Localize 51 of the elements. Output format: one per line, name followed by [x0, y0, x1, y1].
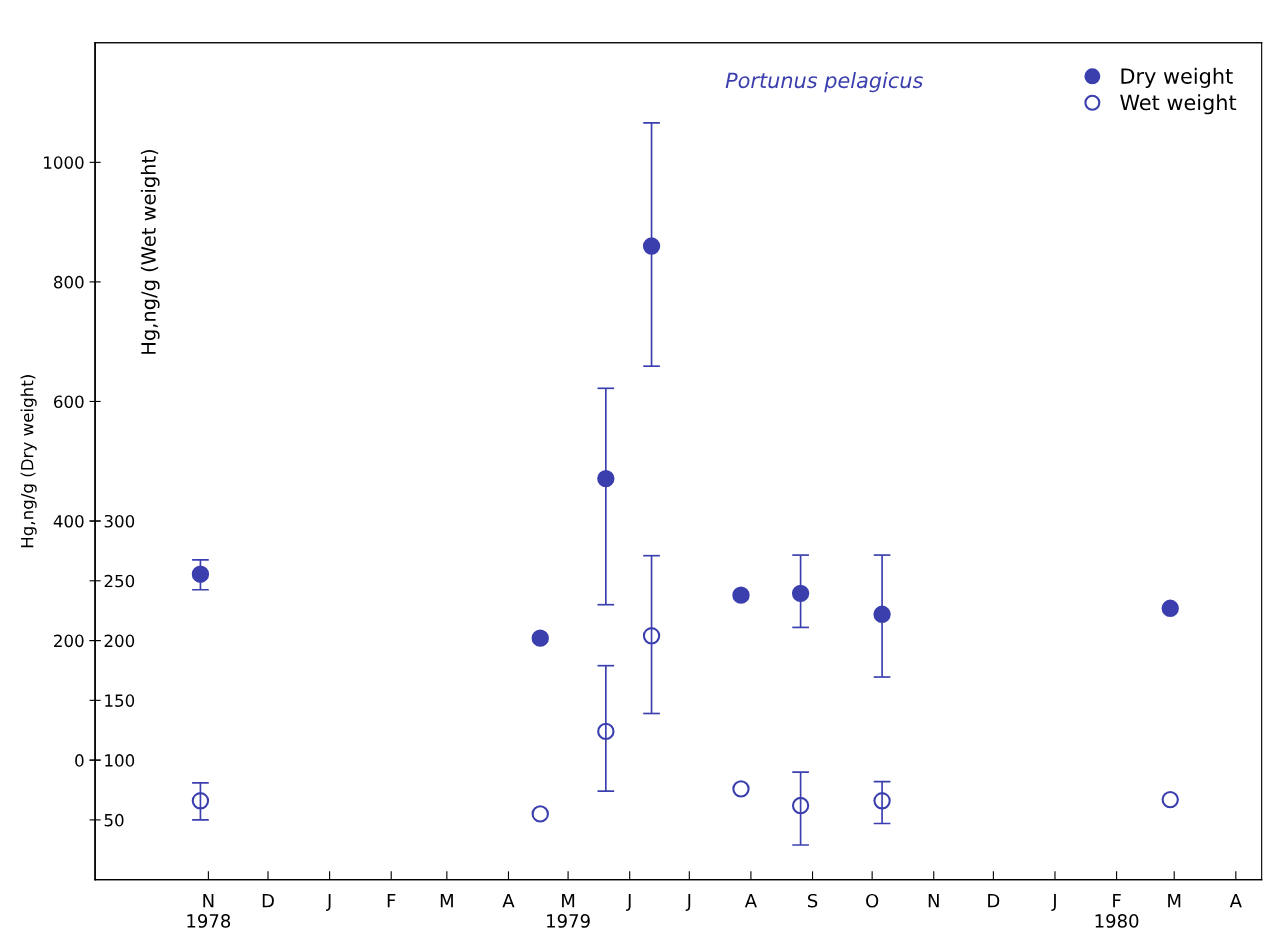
- y2-tick-label: 250: [104, 574, 135, 588]
- point: [791, 796, 810, 815]
- x-tick-label: J: [626, 894, 631, 911]
- y-tick-label: 800: [54, 275, 84, 289]
- x-tick-label: D: [262, 894, 274, 908]
- y-tick-label: 1000: [44, 156, 84, 169]
- point: [873, 605, 891, 623]
- y-tick-label: 400: [53, 514, 84, 528]
- point: [1161, 790, 1179, 809]
- annotation: Portunus pelagicus: [725, 72, 923, 93]
- y2-tick-label: 300: [104, 514, 135, 528]
- x-tick-label: J: [685, 894, 691, 911]
- y2-tick-label: 200: [104, 634, 135, 648]
- y2-axis-title: Hg,ng/g (Wet weight): [140, 149, 160, 354]
- y-tick-label: 0: [75, 754, 84, 767]
- point: [642, 627, 661, 645]
- point: [531, 629, 549, 647]
- y-tick-label: 200: [54, 634, 84, 648]
- point: [597, 722, 615, 741]
- x-tick-label: A: [1229, 894, 1242, 908]
- point: [1161, 599, 1179, 617]
- x-tick-label: J: [1051, 894, 1056, 911]
- point: [191, 792, 210, 810]
- x-tick-label: N 1978: [187, 894, 231, 928]
- legend-label: Wet weight: [1120, 94, 1237, 115]
- x-tick-label: D: [988, 894, 1000, 908]
- y-axis-title: Hg,ng/g (Dry weight): [20, 375, 37, 548]
- x-tick-label: J: [326, 894, 331, 911]
- point: [873, 792, 891, 810]
- x-tick-label: A: [744, 894, 757, 908]
- x-tick-label: A: [502, 894, 515, 908]
- x-tick-label: N: [928, 894, 939, 908]
- point: [732, 586, 750, 604]
- x-tick-label: F 1980: [1095, 894, 1139, 928]
- x-tick-label: M: [1168, 894, 1181, 908]
- x-tick-label: F: [387, 894, 396, 908]
- x-tick-label: S: [807, 893, 818, 908]
- y-tick-label: 600: [54, 395, 84, 409]
- point: [531, 805, 549, 823]
- legend-label: Dry weight: [1121, 67, 1233, 88]
- point: [597, 469, 615, 488]
- x-tick-label: M: [440, 894, 453, 908]
- y2-tick-label: 150: [105, 694, 135, 707]
- y2-tick-label: 100: [105, 754, 135, 767]
- point: [732, 780, 750, 798]
- x-tick-label: M 1979: [547, 894, 590, 928]
- point: [642, 237, 661, 255]
- y2-tick-label: 50: [104, 813, 124, 827]
- point: [191, 565, 210, 583]
- x-tick-label: O: [866, 893, 879, 908]
- point: [791, 584, 810, 603]
